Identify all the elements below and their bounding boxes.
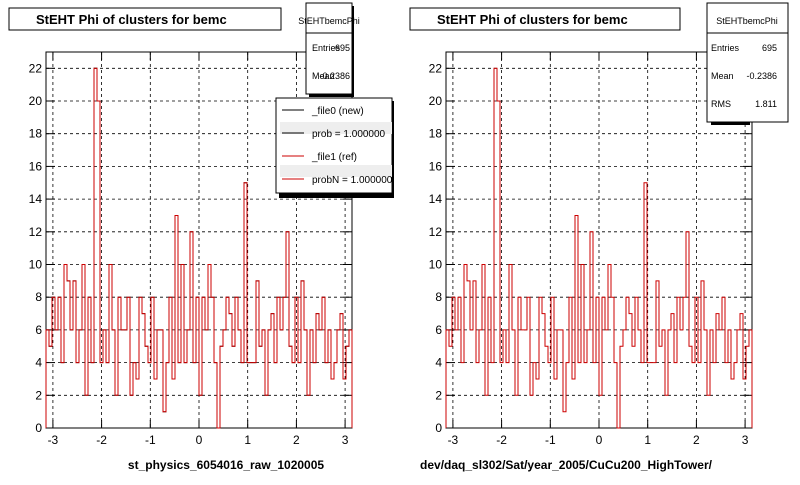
y-tick-label: 6: [35, 323, 42, 337]
y-tick-label: 10: [429, 258, 443, 272]
stats-label-mean: Mean: [711, 71, 734, 81]
x-tick-label: 0: [596, 433, 603, 447]
x-axis-label: dev/daq_sl302/Sat/year_2005/CuCu200_High…: [420, 458, 713, 472]
y-tick-label: 8: [35, 290, 42, 304]
legend-box: [275, 97, 393, 194]
y-tick-label: 0: [35, 421, 42, 435]
y-tick-label: 20: [29, 94, 43, 108]
y-tick-label: 0: [435, 421, 442, 435]
series-layer: [445, 67, 753, 429]
x-tick-label: 0: [196, 433, 203, 447]
series-line-primary: [445, 67, 753, 429]
y-tick-label: 12: [429, 225, 443, 239]
y-tick-label: 14: [29, 192, 43, 206]
y-tick-label: 2: [435, 388, 442, 402]
y-tick-label: 14: [429, 192, 443, 206]
y-tick-label: 22: [29, 61, 43, 75]
y-tick-label: 10: [29, 258, 43, 272]
legend-label-prob: prob = 1.000000: [312, 129, 386, 140]
x-axis-label: st_physics_6054016_raw_1020005: [128, 458, 324, 472]
stats-value-mean: -0.2386: [319, 71, 350, 81]
x-tick-label: -3: [48, 433, 59, 447]
stats-box: [706, 2, 789, 123]
x-tick-label: -3: [448, 433, 459, 447]
legend-label-new: _file0 (new): [311, 106, 364, 117]
x-tick-label: 2: [293, 433, 300, 447]
y-tick-label: 4: [35, 356, 42, 370]
y-tick-label: 8: [435, 290, 442, 304]
legend-row-fill: [280, 122, 392, 134]
legend-label-ref: _file1 (ref): [311, 152, 357, 163]
x-tick-label: 3: [342, 433, 349, 447]
series-line-overlay: [45, 67, 353, 429]
stats-name: StEHTbemcPhi: [298, 16, 360, 26]
x-tick-label: 2: [693, 433, 700, 447]
x-tick-labels: -3 -2 -1 0 1 2 3: [48, 433, 349, 447]
y-tick-labels: 0 2 4 6 8 10 12 14 16 18 20 22: [429, 61, 443, 435]
y-tick-label: 16: [29, 159, 43, 173]
series-layer: [45, 67, 353, 429]
x-tick-label: -2: [96, 433, 107, 447]
x-tick-label: 1: [644, 433, 651, 447]
stats-value-entries: 695: [762, 43, 777, 53]
axis-ticks: [46, 52, 352, 429]
y-tick-label: 16: [429, 159, 443, 173]
stats-name: StEHTbemcPhi: [716, 16, 778, 26]
y-tick-label: 20: [429, 94, 443, 108]
y-tick-label: 4: [435, 356, 442, 370]
stats-label-rms: RMS: [711, 99, 731, 109]
y-tick-label: 22: [429, 61, 443, 75]
x-tick-label: -1: [145, 433, 156, 447]
stats-value-entries: 695: [335, 43, 350, 53]
legend-row-fill: [280, 165, 392, 177]
y-tick-label: 18: [429, 127, 443, 141]
y-tick-label: 6: [435, 323, 442, 337]
title-box: [409, 7, 681, 31]
x-tick-label: -2: [496, 433, 507, 447]
stats-label-entries: Entries: [711, 43, 740, 53]
chart-title: StEHT Phi of clusters for bemc: [36, 12, 227, 27]
y-tick-label: 18: [29, 127, 43, 141]
x-tick-label: -1: [545, 433, 556, 447]
stats-label-mean: Mean: [312, 71, 335, 81]
y-tick-labels: 0 2 4 6 8 10 12 14 16 18 20 22: [29, 61, 43, 435]
x-tick-label: 1: [244, 433, 251, 447]
chart-title: StEHT Phi of clusters for bemc: [437, 12, 628, 27]
y-tick-label: 12: [29, 225, 43, 239]
y-tick-label: 2: [35, 388, 42, 402]
stats-value-rms: 1.811: [755, 99, 777, 109]
legend-label-probn: probN = 1.000000: [312, 175, 393, 186]
x-tick-labels: -3 -2 -1 0 1 2 3: [448, 433, 749, 447]
x-tick-label: 3: [742, 433, 749, 447]
title-box: [8, 7, 282, 31]
stats-label-entries: Entries: [312, 43, 341, 53]
stats-box: [305, 2, 353, 95]
stats-value-mean: -0.2386: [746, 71, 777, 81]
